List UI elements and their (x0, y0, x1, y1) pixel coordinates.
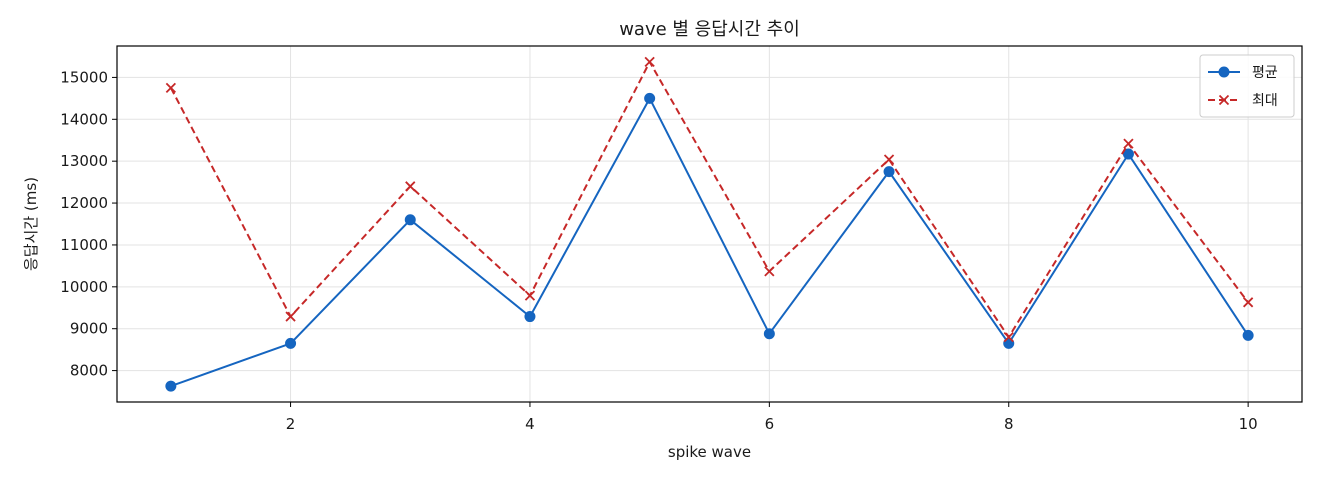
series-line (170, 97, 1249, 388)
y-tick-label: 10000 (60, 278, 108, 296)
grid (117, 46, 1302, 402)
y-tick-label: 13000 (60, 152, 108, 170)
data-point (644, 56, 655, 68)
x-axis-label: spike wave (668, 443, 751, 461)
data-point (763, 328, 775, 340)
data-point (644, 92, 656, 104)
y-tick-label: 15000 (60, 68, 108, 86)
data-point (165, 82, 177, 94)
data-point (285, 311, 296, 322)
data-point (165, 380, 177, 392)
data-point (883, 166, 895, 178)
data-point (1123, 138, 1134, 149)
data-point (1003, 337, 1015, 349)
series-line (170, 60, 1249, 339)
y-tick-label: 14000 (60, 110, 108, 128)
chart-title: wave 별 응답시간 추이 (619, 19, 800, 40)
x-tick-label: 10 (1239, 415, 1258, 433)
y-axis-label: 응답시간 (ms) (22, 177, 40, 271)
legend-marker (1218, 66, 1230, 78)
x-tick-label: 6 (765, 415, 775, 433)
data-point (285, 337, 297, 349)
y-tick-label: 11000 (60, 236, 108, 254)
legend-marker (1218, 94, 1230, 106)
series-average (165, 92, 1254, 392)
y-tick-label: 12000 (60, 194, 108, 212)
series-group (165, 56, 1254, 392)
data-point (1242, 329, 1254, 341)
data-point (524, 290, 536, 301)
series-maximum (165, 56, 1254, 343)
plot-frame (116, 45, 1303, 403)
legend-item: 최대 (1208, 93, 1278, 109)
data-point (404, 214, 416, 226)
legend-label: 평균 (1252, 65, 1278, 81)
axes: 8000 9000 10000 11000 12000 13000 14000 15000 2 4… (60, 68, 1257, 433)
x-tick-label: 8 (1004, 415, 1014, 433)
legend-box (1199, 54, 1295, 118)
data-point (1242, 297, 1254, 308)
data-point (883, 154, 895, 165)
data-point (1122, 148, 1134, 160)
y-tick-label: 9000 (70, 320, 108, 338)
legend-item: 평균 (1208, 65, 1278, 81)
data-point (405, 181, 416, 192)
data-point (1003, 331, 1014, 343)
y-tick-label: 8000 (70, 362, 108, 380)
data-point (764, 266, 775, 277)
x-tick-label: 2 (286, 415, 296, 433)
x-tick-label: 4 (525, 415, 535, 433)
legend-label: 최대 (1252, 93, 1278, 109)
data-point (524, 311, 536, 323)
